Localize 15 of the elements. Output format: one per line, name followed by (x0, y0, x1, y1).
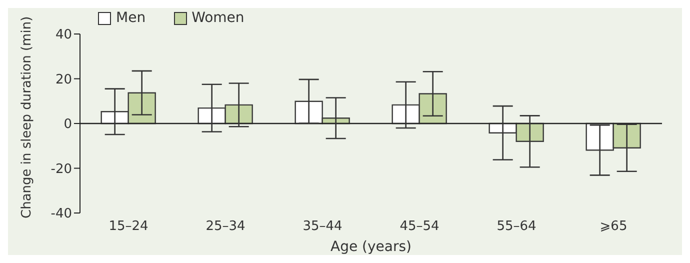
x-axis-title: Age (years) (330, 239, 412, 255)
y-tick-label: 0 (64, 117, 72, 132)
y-tick-label: 20 (55, 72, 72, 88)
x-tick-label: 25–34 (206, 219, 246, 234)
y-tick-label: 40 (55, 28, 72, 43)
x-tick-label: 45–54 (400, 219, 440, 234)
x-tick-label: 15–24 (108, 219, 148, 234)
y-tick-label: -20 (50, 162, 72, 177)
legend-label: Women (190, 10, 244, 26)
x-tick-label: 35–44 (302, 219, 342, 234)
y-axis-title: Change in sleep duration (min) (20, 16, 35, 218)
legend-label: Men (115, 10, 146, 26)
y-tick-label: -40 (50, 206, 72, 222)
x-tick-label: 55–64 (496, 219, 536, 234)
x-tick-label: ⩾65 (600, 219, 628, 234)
